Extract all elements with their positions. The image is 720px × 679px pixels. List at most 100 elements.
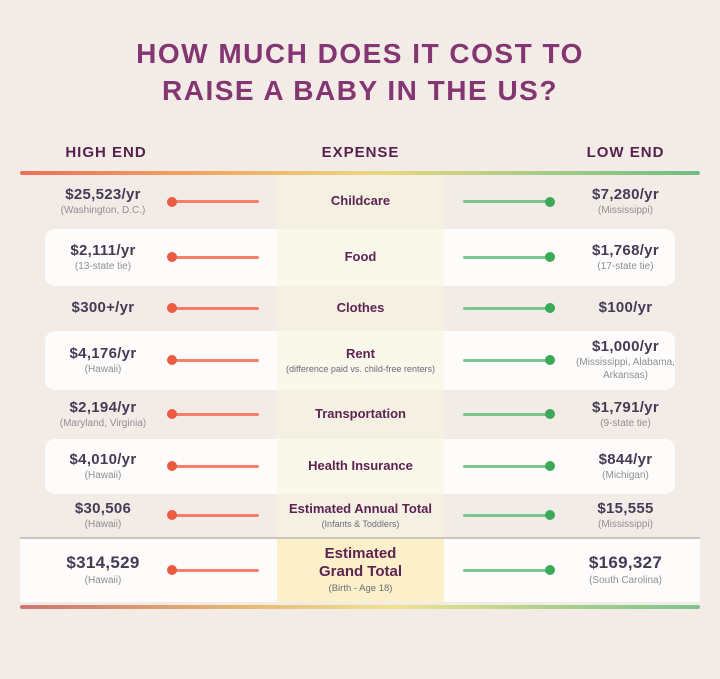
high-end-dot-icon (167, 303, 177, 314)
table-row: $300+/yr Clothes $100/yr (20, 285, 700, 331)
column-header-high-end: HIGH END (65, 143, 147, 161)
high-end-amount: $314,529 (66, 553, 140, 573)
high-end-location: (13-state tie) (74, 260, 132, 272)
low-end-line (463, 355, 555, 366)
low-end-cell: $15,555 (Mississippi) (551, 494, 700, 537)
high-end-line (167, 252, 259, 263)
low-end-amount: $7,280/yr (592, 186, 659, 204)
expense-cell: Transportation (277, 389, 444, 439)
low-end-location: (Mississippi) (598, 205, 653, 217)
expense-label: Estimated Annual Total (288, 500, 432, 516)
high-end-location: (Maryland, Virginia) (59, 417, 147, 429)
expense-note: (difference paid vs. child-free renters) (286, 363, 435, 374)
high-end-amount: $4,010/yr (69, 450, 137, 468)
high-end-line (167, 196, 259, 207)
high-end-location: (Washington, D.C.) (60, 205, 146, 217)
low-end-connector (444, 175, 555, 229)
low-end-dot-icon (545, 409, 555, 420)
expense-label: Food (344, 248, 377, 264)
low-end-amount: $1,791/yr (592, 398, 659, 416)
high-end-dot-icon (167, 355, 177, 366)
column-headers: HIGH END EXPENSE LOW END (20, 144, 700, 161)
low-end-connector (444, 229, 555, 286)
low-end-location: (Mississippi, Alabama, Arkansas) (576, 357, 675, 381)
low-end-location: (9-state tie) (600, 417, 651, 429)
high-end-amount: $25,523/yr (65, 186, 141, 204)
low-end-amount: $15,555 (597, 499, 654, 517)
high-end-location: (Hawaii) (84, 575, 122, 587)
high-end-line (167, 510, 259, 521)
page-title: HOW MUCH DOES IT COST TO RAISE A BABY IN… (40, 36, 680, 110)
high-end-location: (Hawaii) (84, 518, 122, 530)
expense-cell: Rent (difference paid vs. child-free ren… (277, 330, 444, 390)
low-end-cell: $1,791/yr (9-state tie) (551, 390, 700, 439)
high-end-cell: $4,010/yr (Hawaii) (20, 439, 170, 494)
low-end-line (463, 510, 555, 521)
high-end-amount: $2,111/yr (70, 241, 136, 259)
low-end-connector (444, 494, 555, 537)
high-end-connector (167, 439, 277, 494)
low-end-dot-icon (545, 196, 555, 207)
expense-cell: Clothes (277, 285, 444, 331)
high-end-dot-icon (167, 196, 177, 207)
low-end-cell: $100/yr (551, 286, 700, 331)
low-end-location: (Michigan) (602, 469, 649, 481)
low-end-connector (444, 286, 555, 331)
expense-label: Childcare (330, 193, 391, 209)
low-end-dot-icon (545, 565, 555, 576)
low-end-cell: $169,327 (South Carolina) (551, 539, 700, 602)
infographic-page: HOW MUCH DOES IT COST TO RAISE A BABY IN… (0, 36, 720, 679)
table-rows: $25,523/yr (Washington, D.C.) Childcare … (20, 174, 700, 602)
high-end-connector (167, 539, 277, 602)
high-end-cell: $30,506 (Hawaii) (20, 494, 170, 537)
high-end-line (167, 565, 259, 576)
low-end-dot-icon (545, 355, 555, 366)
high-end-dot-icon (167, 252, 177, 263)
expense-label: Transportation (314, 405, 406, 421)
page-title-line1: HOW MUCH DOES IT COST TO (136, 38, 584, 69)
low-end-dot-icon (545, 510, 555, 521)
high-end-connector (167, 229, 277, 286)
high-end-location: (Hawaii) (84, 469, 122, 481)
high-end-dot-icon (167, 510, 177, 521)
low-end-amount: $100/yr (598, 298, 653, 316)
low-end-connector (444, 390, 555, 439)
expense-label: Health Insurance (308, 457, 413, 473)
high-end-cell: $2,111/yr (13-state tie) (20, 229, 170, 286)
low-end-line (463, 461, 555, 472)
high-end-cell: $4,176/yr (Hawaii) (20, 331, 170, 390)
high-end-line (167, 461, 259, 472)
low-end-location: (Mississippi) (598, 518, 653, 530)
high-end-dot-icon (167, 461, 177, 472)
high-end-cell: $2,194/yr (Maryland, Virginia) (20, 390, 170, 439)
low-end-connector (444, 539, 555, 602)
expense-cell: Estimated Grand Total (Birth - Age 18) (277, 538, 444, 602)
high-end-amount: $30,506 (74, 499, 132, 517)
low-end-line (463, 565, 555, 576)
low-end-cell: $1,768/yr (17-state tie) (551, 229, 700, 286)
low-end-cell: $1,000/yr (Mississippi, Alabama, Arkansa… (551, 331, 700, 390)
high-end-line (167, 409, 259, 420)
low-end-amount: $1,000/yr (592, 338, 659, 356)
high-end-line (167, 355, 259, 366)
low-end-dot-icon (545, 252, 555, 263)
table-row: $4,176/yr (Hawaii) Rent (difference paid… (20, 330, 700, 390)
column-header-expense: EXPENSE (321, 143, 400, 161)
low-end-amount: $169,327 (588, 553, 663, 573)
table-row: $2,111/yr (13-state tie) Food $1,768/yr … (20, 228, 700, 286)
expense-label: Estimated Grand Total (318, 545, 403, 581)
low-end-connector (444, 439, 555, 494)
table-row: $2,194/yr (Maryland, Virginia) Transport… (20, 389, 700, 439)
low-end-dot-icon (545, 303, 555, 314)
high-end-line (167, 303, 259, 314)
low-end-amount: $1,768/yr (592, 241, 659, 259)
high-end-dot-icon (167, 409, 177, 420)
high-end-dot-icon (167, 565, 177, 576)
high-end-cell: $314,529 (Hawaii) (20, 539, 170, 602)
low-end-connector (444, 331, 555, 390)
page-title-line2: RAISE A BABY IN THE US? (162, 74, 558, 106)
column-header-low-end: LOW END (586, 143, 665, 161)
expense-cell: Food (277, 228, 444, 286)
expense-label: Clothes (336, 299, 385, 315)
low-end-amount: $844/yr (598, 450, 653, 468)
